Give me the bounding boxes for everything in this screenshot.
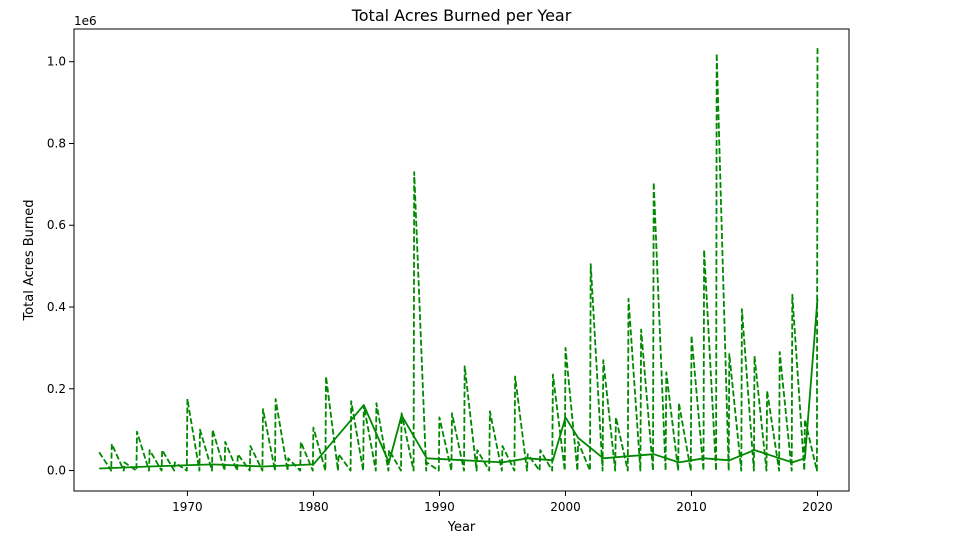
plot-frame: [73, 28, 850, 492]
y-tick-label: 0.2: [47, 382, 66, 396]
y-tick-label: 0.0: [47, 464, 66, 478]
y-tick-label: 0.4: [47, 300, 66, 314]
x-tick-label: 2020: [802, 500, 833, 514]
series-line-solid: [99, 298, 819, 470]
y-axis: 0.0 0.2 0.4 0.6 0.8 1.0: [47, 55, 74, 478]
y-axis-title: Total Acres Burned: [22, 199, 37, 321]
series-layer: [98, 47, 819, 472]
x-tick-label: 1970: [172, 500, 203, 514]
y-tick-label: 0.6: [47, 218, 66, 232]
x-tick-label: 1980: [298, 500, 329, 514]
x-axis: 1970 1980 1990 2000 2010 2020: [172, 491, 833, 514]
y-tick-label: 0.8: [47, 136, 66, 150]
x-tick-label: 1990: [424, 500, 455, 514]
series-line-dashed: [98, 47, 819, 472]
y-scale-label: 1e6: [74, 14, 97, 28]
chart-title: Total Acres Burned per Year: [351, 6, 572, 25]
x-axis-title: Year: [447, 520, 476, 535]
x-tick-label: 2000: [550, 500, 581, 514]
x-tick-label: 2010: [676, 500, 707, 514]
y-tick-label: 1.0: [47, 55, 66, 69]
